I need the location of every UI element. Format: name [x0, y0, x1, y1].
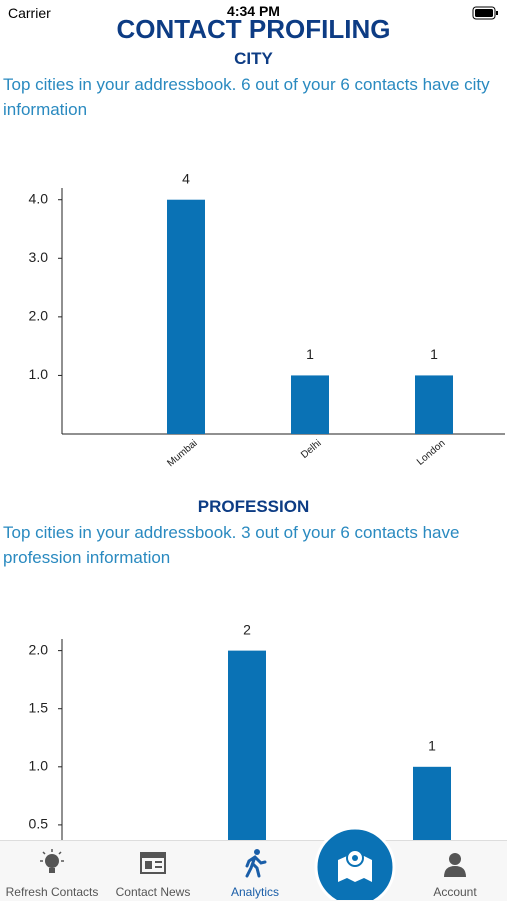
clock: 4:34 PM [227, 3, 280, 19]
y-tick-label: 1.0 [29, 366, 49, 382]
bar [228, 650, 266, 840]
y-tick-label: 2.0 [29, 641, 49, 657]
chart-subtitle: Top cities in your addressbook. 6 out of… [3, 75, 490, 119]
chart-subtitle: Top cities in your addressbook. 3 out of… [3, 523, 460, 567]
y-tick-label: 4.0 [29, 190, 49, 206]
value-label: 1 [306, 346, 314, 362]
bar [291, 375, 329, 434]
x-tick-label: London [415, 438, 448, 468]
news-icon [140, 852, 166, 874]
y-tick-label: 2.0 [29, 308, 49, 324]
value-label: 1 [430, 346, 438, 362]
tab[interactable]: Account [433, 885, 477, 899]
carrier: Carrier [8, 5, 51, 21]
x-tick-label: Delhi [299, 438, 324, 461]
x-tick-label: Mumbai [165, 438, 199, 469]
y-tick-label: 1.5 [29, 699, 49, 715]
map-button[interactable] [314, 824, 396, 900]
y-tick-label: 3.0 [29, 249, 49, 265]
battery [472, 6, 498, 20]
value-label: 1 [428, 738, 436, 754]
y-tick-label: 1.0 [29, 758, 49, 774]
tab-bar: Refresh Contacts Contact News Analytics … [0, 840, 507, 901]
tab[interactable]: Refresh Contacts [5, 885, 99, 899]
chart-title: CITY [234, 49, 273, 68]
bar [415, 375, 453, 434]
page-title: CONTACT PROFILING [116, 14, 391, 44]
chart-title: PROFESSION [197, 497, 310, 516]
bulb-icon [40, 849, 64, 873]
value-label: 4 [182, 170, 190, 186]
value-label: 2 [243, 621, 251, 637]
charts: 1.0 2.0 3.0 4.0 4 Mumbai 1 Delhi 1 London 0.5 1.0 1.… [29, 170, 505, 840]
bar [413, 766, 451, 840]
account-icon [444, 853, 466, 877]
bar [167, 199, 205, 434]
walk-icon [245, 849, 267, 878]
y-tick-label: 0.5 [29, 816, 49, 832]
tab[interactable]: Contact News [115, 885, 191, 899]
tab[interactable]: Analytics [230, 885, 280, 899]
